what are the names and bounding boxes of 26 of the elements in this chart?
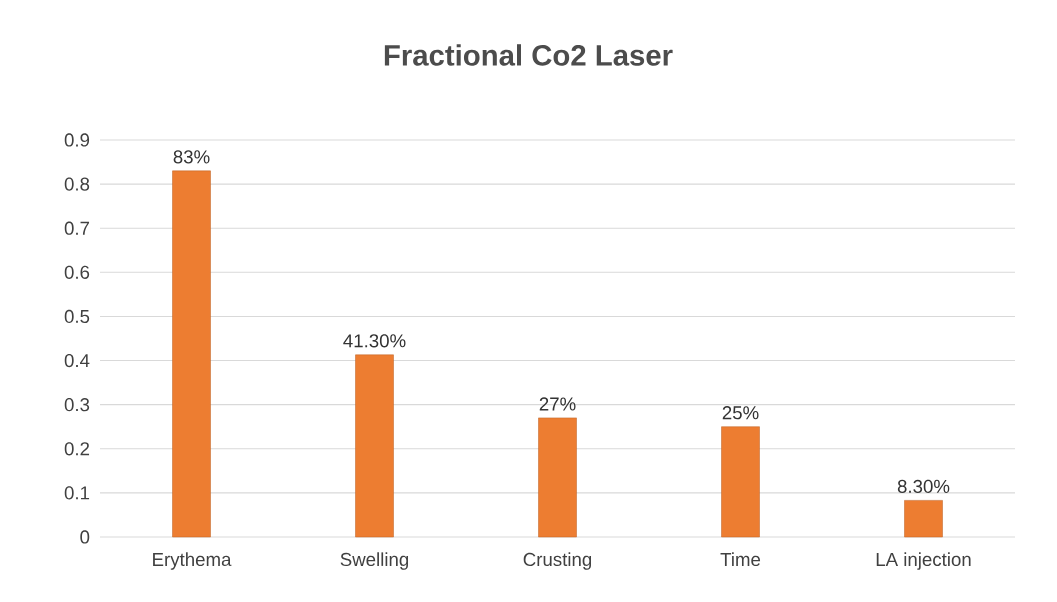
y-tick-label: 0.5 [64, 309, 90, 324]
x-tick-label: Erythema [153, 552, 232, 570]
y-tick-label: 0.3 [64, 398, 90, 412]
y-tick-label: 0.4 [64, 353, 90, 368]
y-tick-label: 0.2 [64, 442, 90, 456]
chart-title: Fractional Co2 Laser [384, 44, 673, 66]
bar [904, 500, 943, 538]
y-tick-label: 0.7 [64, 221, 90, 235]
bar [721, 426, 760, 538]
x-tick-label: Time [720, 552, 761, 567]
data-label: 25% [722, 406, 759, 420]
y-tick-label: 0.8 [64, 177, 90, 191]
data-label: 83% [173, 150, 210, 164]
data-label: 41.30% [343, 334, 406, 348]
data-label: 27% [539, 397, 576, 411]
data-label: 8.30% [897, 479, 950, 493]
x-tick-label: Crusting [523, 552, 592, 570]
x-tick-label: Swelling [340, 552, 409, 570]
y-tick-label: 0.1 [64, 486, 90, 500]
y-tick-label: 0 [80, 530, 90, 544]
bar [538, 417, 577, 538]
x-tick-label: LA injection [876, 552, 971, 570]
y-tick-label: 0.6 [64, 265, 90, 279]
bar [355, 354, 394, 538]
y-tick-label: 0.9 [64, 133, 90, 147]
bar [172, 170, 211, 538]
